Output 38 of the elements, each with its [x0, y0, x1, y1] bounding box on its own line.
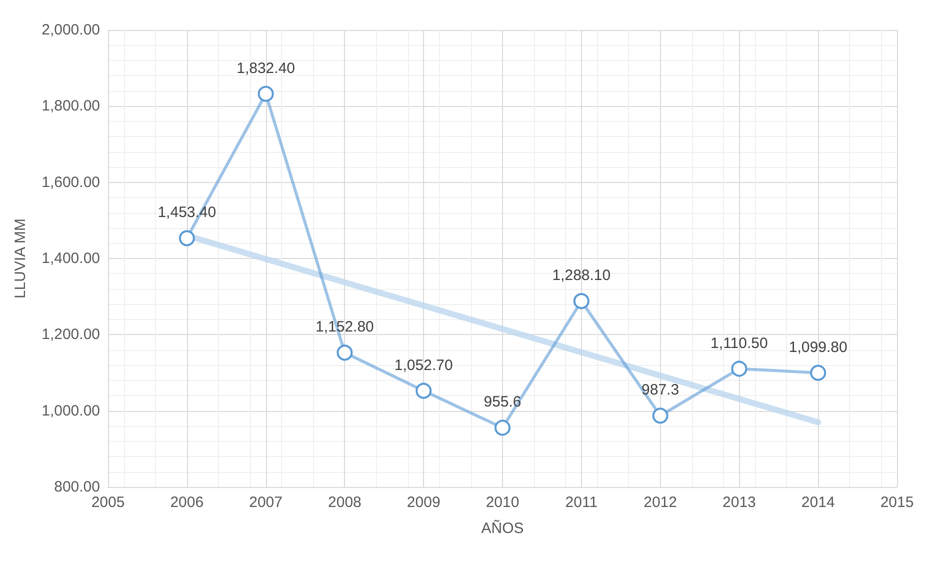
y-tick-label: 1,000.00 [42, 402, 100, 420]
data-label: 1,110.50 [710, 334, 768, 352]
data-label: 1,052.70 [394, 356, 453, 374]
x-tick-label: 2005 [91, 494, 125, 511]
point [810, 364, 826, 381]
data-label: 955.6 [484, 394, 522, 411]
y-tick-label: 1,600.00 [42, 174, 100, 191]
data-label: 1,453.40 [158, 204, 216, 222]
point [573, 293, 590, 310]
x-axis-title: AÑOS [481, 519, 524, 537]
x-tick-label: 2014 [801, 494, 835, 511]
x-tick-label: 2012 [644, 494, 677, 511]
point [731, 360, 748, 377]
x-tick-label: 2011 [565, 494, 598, 511]
point [178, 230, 195, 246]
point [336, 344, 353, 361]
x-tick-label: 2015 [880, 494, 914, 511]
point [258, 86, 274, 102]
point [416, 382, 432, 399]
point [652, 408, 668, 424]
y-axis-title: LLUVIA MM [12, 218, 29, 299]
data-label: 1,832.40 [236, 60, 295, 77]
x-tick-label: 2013 [722, 494, 756, 511]
x-tick-label: 2006 [170, 494, 204, 511]
x-tick-label: 2007 [249, 494, 282, 511]
data-label: 1,152.80 [316, 318, 374, 336]
x-tick-label: 2009 [406, 494, 440, 511]
data-label: 1,099.80 [788, 338, 848, 356]
x-tick-label: 2010 [486, 494, 520, 511]
y-tick-label: 800.00 [54, 478, 100, 496]
y-tick-label: 1,400.00 [42, 250, 100, 267]
y-tick-label: 2,000.00 [42, 22, 100, 38]
x-tick-label: 2008 [328, 494, 362, 511]
data-label: 1,288.10 [552, 267, 611, 284]
y-tick-label: 1,800.00 [42, 98, 100, 115]
point [494, 420, 510, 436]
data-label: 987.3 [642, 382, 680, 399]
y-tick-label: 1,200.00 [42, 326, 100, 344]
